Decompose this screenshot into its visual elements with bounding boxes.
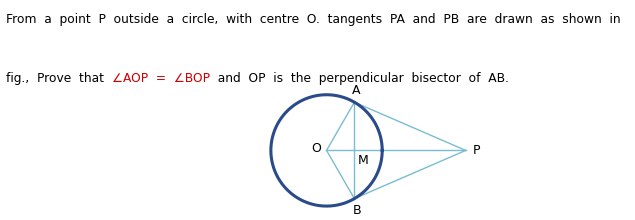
Text: A: A <box>352 84 361 97</box>
Text: M: M <box>358 154 368 167</box>
Text: B: B <box>352 204 361 217</box>
Text: P: P <box>472 144 480 157</box>
Text: ∠AOP  =  ∠BOP: ∠AOP = ∠BOP <box>112 72 210 85</box>
Text: From  a  point  P  outside  a  circle,  with  centre  O.  tangents  PA  and  PB : From a point P outside a circle, with ce… <box>6 13 621 26</box>
Text: O: O <box>312 142 321 155</box>
Text: fig.,  Prove  that: fig., Prove that <box>6 72 112 85</box>
Text: and  OP  is  the  perpendicular  bisector  of  AB.: and OP is the perpendicular bisector of … <box>210 72 509 85</box>
